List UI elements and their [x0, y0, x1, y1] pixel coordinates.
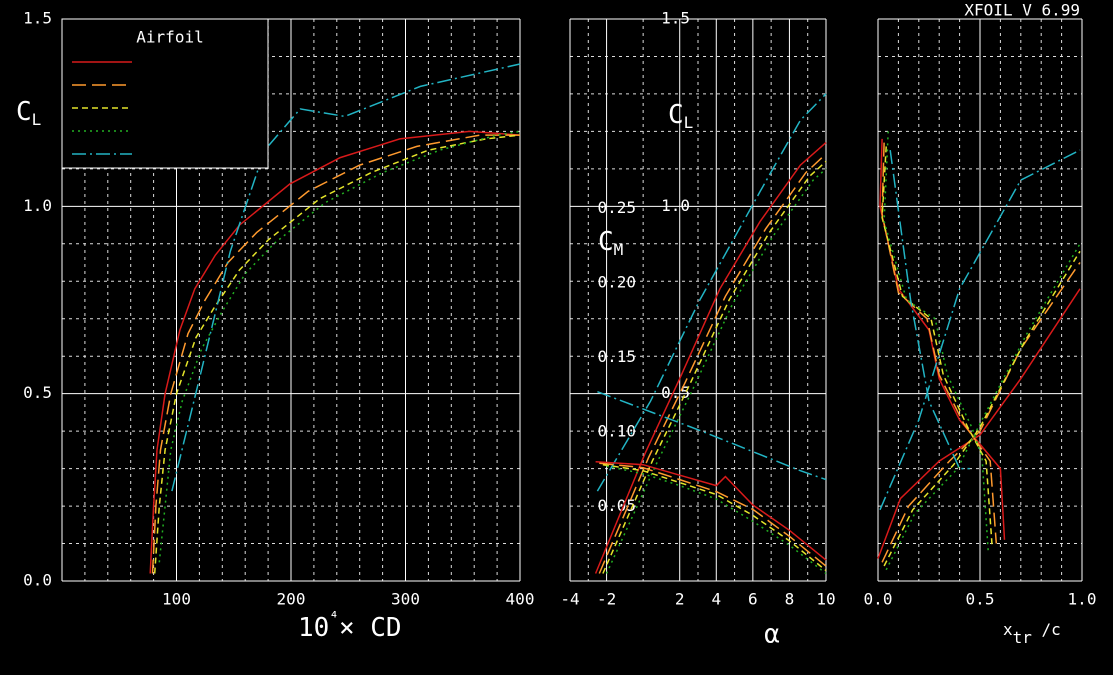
series-line — [605, 168, 827, 574]
series-line — [595, 460, 827, 561]
panel: 0.0 0.5 1.0 — [864, 18, 1097, 609]
series-line — [881, 262, 1081, 563]
x-tick-label: 4 — [711, 590, 721, 609]
chart-title: XFOIL V 6.99 — [964, 1, 1080, 20]
x-tick-label: 400 — [506, 590, 535, 609]
y-tick-label: 0.5 — [23, 383, 52, 402]
x-tick-label: 300 — [391, 590, 420, 609]
y-axis-label: CL — [668, 100, 693, 132]
series-line — [889, 149, 970, 470]
series-line — [149, 130, 521, 574]
series-line — [158, 130, 521, 563]
series-line — [602, 160, 827, 574]
series-line — [885, 243, 1081, 571]
legend-box — [61, 18, 269, 169]
x-tick-label: 1.0 — [1068, 590, 1097, 609]
x-axis-label: 10⁴× CD — [298, 608, 402, 643]
x-tick-label: 100 — [162, 590, 191, 609]
x-tick-label: 10 — [816, 590, 835, 609]
series-line — [879, 138, 1006, 540]
series-line — [598, 153, 827, 574]
x-tick-label: 2 — [675, 590, 685, 609]
y-tick-label: 1.5 — [661, 9, 690, 28]
y-tick-label: 1.5 — [23, 9, 52, 28]
series-line — [881, 146, 993, 548]
series-line — [597, 390, 827, 481]
x-tick-label: 0.5 — [966, 590, 995, 609]
panel: -4 -2 2 4 6 8 100.51.01.50.050.100.150.200.25 — [560, 9, 835, 609]
series-line — [151, 134, 520, 574]
y2-axis-label: CM — [598, 227, 623, 259]
x-tick-label: -2 — [597, 590, 616, 609]
y2-tick-label: 0.25 — [597, 198, 636, 217]
series-line — [153, 134, 521, 574]
y2-tick-label: 0.15 — [597, 347, 636, 366]
y-axis-label: CL — [16, 97, 41, 129]
series-line — [594, 142, 827, 574]
x-tick-label: 6 — [748, 590, 758, 609]
x-tick-label: 8 — [785, 590, 795, 609]
y2-tick-label: 0.20 — [597, 272, 636, 291]
y-tick-label: 0.0 — [23, 571, 52, 590]
series-line — [606, 465, 827, 575]
x-axis-label: xtr /c — [1003, 620, 1061, 647]
x-tick-label: 0.0 — [864, 590, 893, 609]
series-line — [879, 149, 1081, 511]
legend-title: Airfoil — [136, 28, 203, 47]
y-tick-label: 1.0 — [23, 196, 52, 215]
x-tick-label: 200 — [277, 590, 306, 609]
series-line — [883, 250, 1081, 567]
y-tick-label: 1.0 — [661, 196, 690, 215]
series-line — [877, 288, 1081, 559]
x-axis-label: α — [764, 620, 780, 650]
series-line — [602, 463, 827, 572]
x-tick-label: -4 — [560, 590, 579, 609]
series-line — [599, 462, 827, 567]
y2-tick-label: 0.10 — [597, 421, 636, 440]
